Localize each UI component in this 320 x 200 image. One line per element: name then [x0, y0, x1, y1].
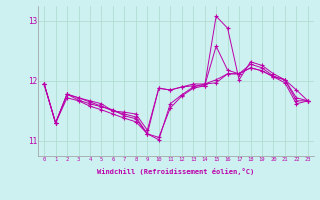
- X-axis label: Windchill (Refroidissement éolien,°C): Windchill (Refroidissement éolien,°C): [97, 168, 255, 175]
